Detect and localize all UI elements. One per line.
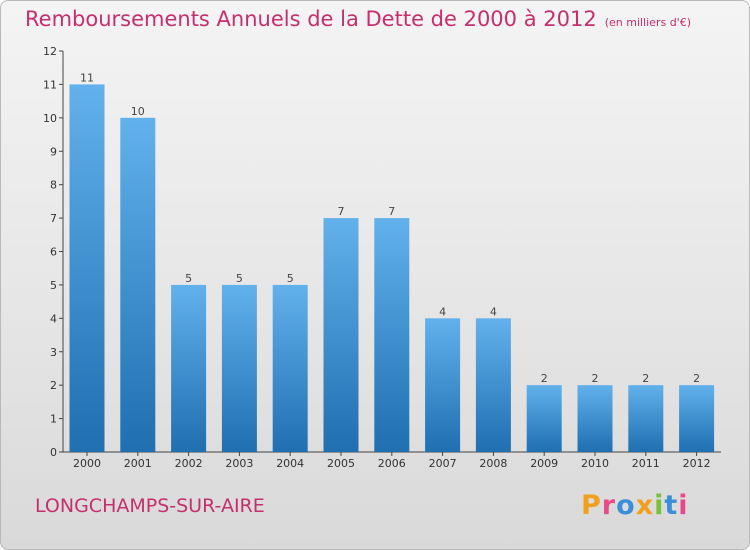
labels: 0123456789101112200011200110200252003520…	[43, 45, 711, 470]
bar	[425, 318, 461, 452]
bar	[475, 318, 511, 452]
bar-value-label: 5	[236, 272, 243, 285]
proxiti-logo: Proxiti	[581, 490, 689, 521]
bar-value-label: 7	[338, 205, 345, 218]
logo-letter: t	[664, 490, 679, 521]
bar	[272, 284, 308, 452]
bar-value-label: 5	[287, 272, 294, 285]
y-tick-label: 0	[50, 446, 57, 459]
x-tick-label: 2010	[581, 457, 609, 470]
x-tick-label: 2001	[124, 457, 152, 470]
x-tick-label: 2008	[479, 457, 507, 470]
bar	[171, 284, 207, 452]
y-tick-label: 7	[50, 212, 57, 225]
logo-letter: x	[635, 490, 655, 521]
x-tick-label: 2000	[73, 457, 101, 470]
x-tick-label: 2003	[225, 457, 253, 470]
bar-value-label: 7	[388, 205, 395, 218]
x-tick-label: 2012	[683, 457, 711, 470]
bar	[120, 117, 156, 452]
bar-value-label: 4	[439, 305, 446, 318]
y-tick-label: 5	[50, 279, 57, 292]
x-tick-label: 2005	[327, 457, 355, 470]
logo-letter: i	[678, 490, 689, 521]
bar-value-label: 2	[541, 372, 548, 385]
x-tick-label: 2011	[632, 457, 660, 470]
bar-value-label: 2	[592, 372, 599, 385]
title-unit: (en milliers d'€)	[604, 16, 691, 29]
bar-value-label: 5	[185, 272, 192, 285]
logo-letter: o	[616, 490, 636, 521]
x-tick-label: 2004	[276, 457, 304, 470]
bar-value-label: 10	[131, 105, 145, 118]
bar	[323, 218, 359, 452]
title-main: Remboursements Annuels de la Dette de 20…	[25, 7, 597, 31]
y-tick-label: 1	[50, 413, 57, 426]
y-tick-label: 12	[43, 45, 57, 58]
bar-value-label: 11	[80, 71, 94, 84]
bar	[69, 84, 105, 453]
bar-value-label: 2	[693, 372, 700, 385]
y-tick-label: 6	[50, 246, 57, 259]
y-tick-label: 9	[50, 145, 57, 158]
y-tick-label: 4	[50, 312, 57, 325]
chart-title: Remboursements Annuels de la Dette de 20…	[25, 7, 691, 31]
x-tick-label: 2009	[530, 457, 558, 470]
commune-name: LONGCHAMPS-SUR-AIRE	[35, 495, 265, 517]
logo-letter: P	[581, 490, 602, 521]
bar	[221, 284, 257, 452]
y-tick-label: 8	[50, 179, 57, 192]
bar	[628, 385, 664, 452]
bar	[526, 385, 562, 452]
x-tick-label: 2007	[429, 457, 457, 470]
logo-letter: i	[654, 490, 665, 521]
bars	[69, 84, 715, 453]
bar-value-label: 4	[490, 305, 497, 318]
bar	[374, 218, 410, 452]
logo-letter: r	[601, 490, 617, 521]
bar-value-label: 2	[642, 372, 649, 385]
bar	[577, 385, 613, 452]
y-tick-label: 11	[43, 78, 57, 91]
y-tick-label: 3	[50, 346, 57, 359]
x-tick-label: 2002	[175, 457, 203, 470]
y-tick-label: 10	[43, 112, 57, 125]
bar	[679, 385, 715, 452]
x-tick-label: 2006	[378, 457, 406, 470]
y-tick-label: 2	[50, 379, 57, 392]
